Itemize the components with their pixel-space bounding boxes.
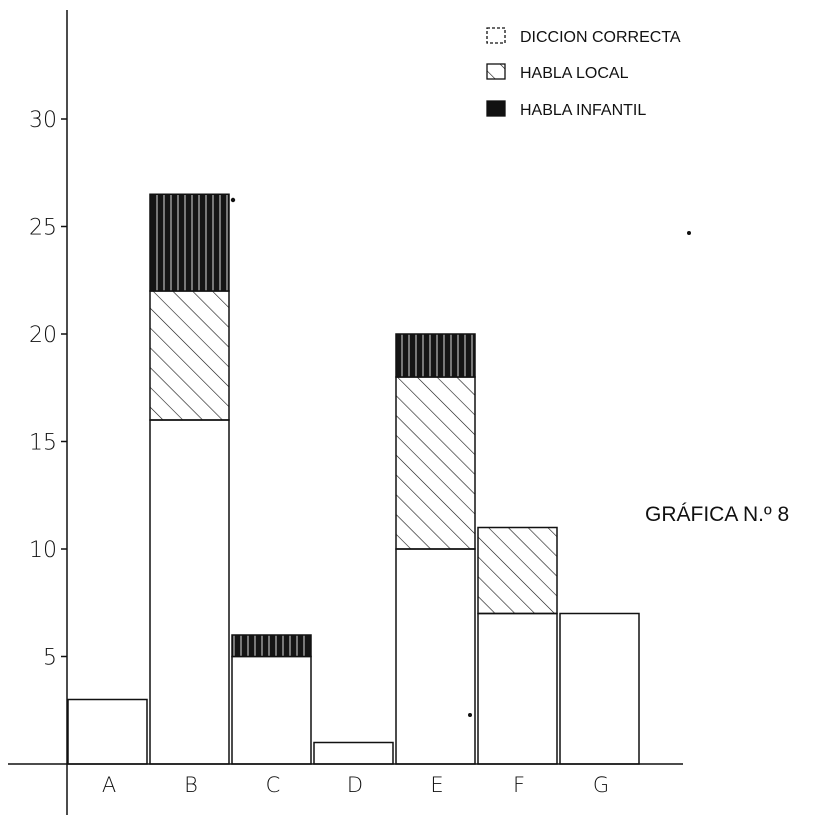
bar-f-blank [477, 612, 558, 765]
bar-e-hatch [395, 376, 476, 550]
y-axis-ticks: 5 10 15 20 25 30 [29, 108, 67, 671]
legend-label-habla-infantil: HABLA INFANTIL [520, 102, 646, 119]
chart-title: GRÁFICA N.º 8 [645, 503, 789, 526]
legend-item-habla-infantil: HABLA INFANTIL [486, 100, 646, 119]
y-tick-label: 5 [43, 646, 57, 671]
speck-dot [230, 197, 236, 203]
y-tick-label: 30 [29, 108, 57, 133]
legend-item-diccion-correcta: DICCION CORRECTA [486, 27, 681, 46]
y-tick-label: 20 [29, 323, 57, 348]
legend-item-habla-local: HABLA LOCAL [486, 63, 629, 82]
x-category-label: F [513, 773, 525, 797]
x-category-label: C [266, 773, 281, 797]
bars-group [67, 193, 640, 765]
x-category-label: G [593, 773, 609, 797]
x-axis-labels: A B C D E F G [102, 773, 609, 797]
bar-e-blank [395, 548, 476, 765]
bar-d-blank [313, 741, 394, 765]
bar-c-solid [231, 634, 312, 658]
bar-b-solid [149, 193, 230, 292]
legend-label-habla-local: HABLA LOCAL [520, 65, 629, 82]
legend-swatch-solid [486, 100, 506, 117]
bar-e-solid [395, 333, 476, 378]
x-category-label: B [184, 773, 198, 797]
bar-c-blank [231, 655, 312, 765]
x-category-label: D [347, 773, 363, 797]
x-category-label: A [102, 773, 116, 797]
speck-dot [468, 713, 472, 717]
legend: DICCION CORRECTA HABLA LOCAL HABLA INFAN… [486, 27, 681, 119]
bar-a-blank [67, 698, 148, 765]
x-category-label: E [430, 773, 443, 797]
y-tick-label: 15 [29, 431, 57, 456]
y-tick-label: 10 [29, 538, 57, 563]
bar-g-blank [559, 612, 640, 765]
legend-swatch-blank [486, 27, 506, 44]
legend-swatch-hatch [486, 63, 506, 80]
bar-f-hatch [477, 526, 558, 615]
bar-b-hatch [149, 290, 230, 421]
speck-dot [687, 231, 691, 235]
y-tick-label: 25 [29, 216, 57, 241]
bar-b-blank [149, 419, 230, 765]
legend-label-diccion-correcta: DICCION CORRECTA [520, 29, 681, 46]
